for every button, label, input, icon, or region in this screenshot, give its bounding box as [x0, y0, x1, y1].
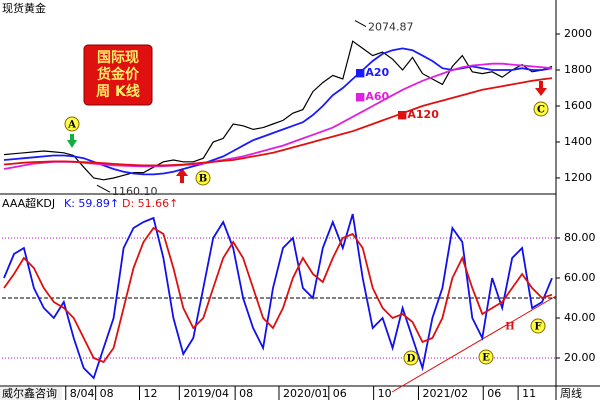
low-pointer: [96, 184, 111, 193]
annotation-badge: [530, 318, 546, 334]
x-tick-label: 06: [333, 387, 347, 400]
series-line: [3, 40, 553, 181]
series-line: [3, 77, 553, 167]
title-box-line: 国际现: [97, 50, 139, 66]
annotation: A: [67, 120, 76, 131]
y-tick-label: 40.00: [564, 311, 596, 324]
annotation-badge: [64, 116, 80, 132]
x-tick-label: 08: [100, 387, 114, 400]
x-tick-label: 2020/01: [283, 387, 329, 400]
annotation-badge: [478, 349, 494, 365]
y-tick-label: 1400: [564, 135, 592, 148]
x-tick-label: 10: [378, 387, 392, 400]
x-right-label: 周线: [560, 386, 582, 400]
y-tick-label: 80.00: [564, 231, 596, 244]
high-pointer: [354, 20, 367, 27]
arrow: [539, 81, 543, 89]
kdj-title: AAA超KDJ: [2, 196, 55, 210]
series-line: [3, 213, 553, 380]
kdj-d-label: D: 51.66↑: [122, 197, 178, 210]
low-label: 1160.10: [112, 185, 158, 198]
title-box-line: 周 K线: [96, 83, 140, 100]
series-line: [3, 62, 553, 170]
x-tick-label: 11: [522, 387, 536, 400]
y-tick-label: 1800: [564, 63, 592, 76]
legend-entry: ■A120: [397, 108, 439, 121]
annotation-badge: [403, 350, 419, 366]
annotation: F: [534, 322, 541, 333]
annotation: D: [407, 354, 416, 365]
high-label: 2074.87: [368, 21, 414, 34]
x-tick-label: 08: [239, 387, 253, 400]
x-tick-label: 06: [487, 387, 501, 400]
series-line: [3, 226, 553, 364]
y-tick-label: 20.00: [564, 351, 596, 364]
y-tick-label: 2000: [564, 27, 592, 40]
annotation: B: [199, 174, 207, 185]
source-box: [0, 387, 62, 400]
arrow: [535, 88, 547, 96]
legend-entry: ■A20: [355, 66, 390, 79]
arrow: [67, 140, 77, 148]
title-box: [83, 44, 153, 106]
x-tick-label: 2021/02: [422, 387, 468, 400]
annotation: E: [482, 353, 490, 364]
x-tick-label: 12: [143, 387, 157, 400]
y-tick-label: 60.00: [564, 271, 596, 284]
annotation-badge: [195, 170, 211, 186]
x-tick-label: 8/04: [70, 387, 95, 400]
y-tick-label: 1600: [564, 99, 592, 112]
x-tick-label: 2019/04: [183, 387, 229, 400]
annotation: H: [505, 322, 514, 333]
arrow: [176, 168, 188, 176]
y-tick-label: 1200: [564, 171, 592, 184]
annotation-badge: [533, 101, 549, 117]
annotation: C: [537, 105, 545, 116]
kdj-k-label: K: 59.89↑: [64, 197, 119, 210]
legend-entry: ■A60: [355, 90, 390, 103]
title-box-line: 货金价: [96, 66, 140, 83]
arrow: [180, 175, 184, 183]
chart-title: 现货黄金: [2, 1, 46, 15]
trend-line: [391, 295, 557, 393]
arrow: [70, 134, 74, 141]
x-left-label: 威尔鑫咨询: [2, 386, 57, 400]
